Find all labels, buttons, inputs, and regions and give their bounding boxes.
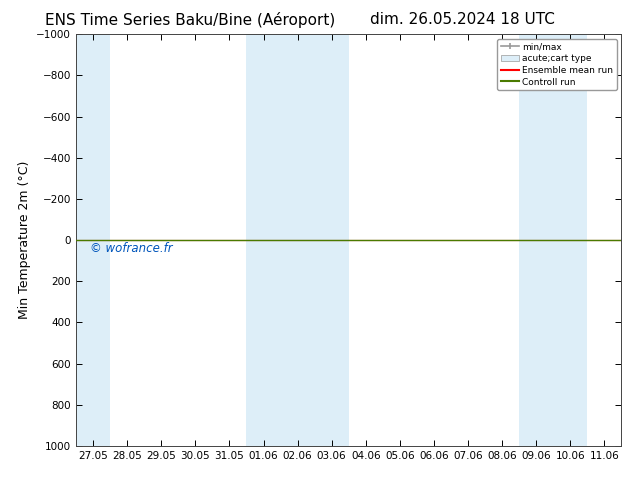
- Bar: [247, 34, 349, 446]
- Text: ENS Time Series Baku/Bine (Aéroport): ENS Time Series Baku/Bine (Aéroport): [45, 12, 335, 28]
- Y-axis label: Min Temperature 2m (°C): Min Temperature 2m (°C): [18, 161, 31, 319]
- Text: dim. 26.05.2024 18 UTC: dim. 26.05.2024 18 UTC: [370, 12, 555, 27]
- Bar: [519, 34, 587, 446]
- Text: © wofrance.fr: © wofrance.fr: [90, 242, 172, 255]
- Bar: [76, 34, 110, 446]
- Legend: min/max, acute;cart type, Ensemble mean run, Controll run: min/max, acute;cart type, Ensemble mean …: [497, 39, 617, 90]
